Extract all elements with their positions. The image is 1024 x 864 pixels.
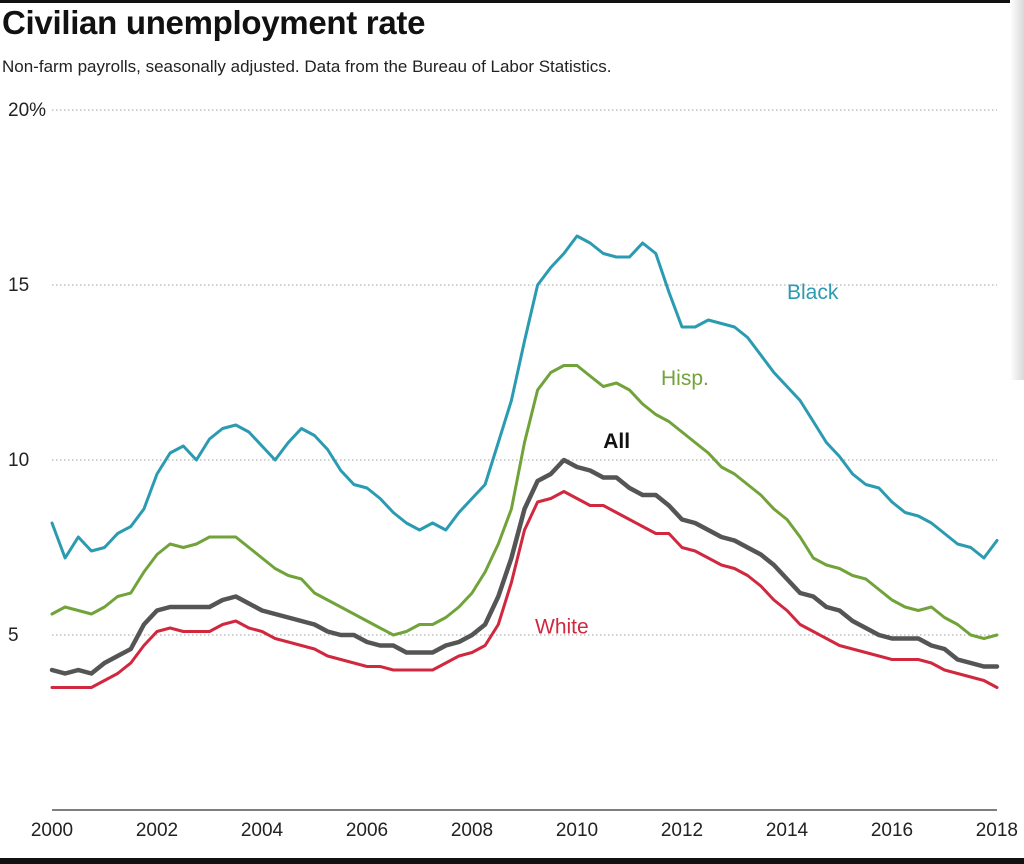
x-tick-label: 2002: [136, 820, 178, 841]
series-label-all: All: [603, 430, 630, 453]
x-tick-label: 2000: [31, 820, 73, 841]
series-line-hisp: [50, 364, 999, 640]
chart-title: Civilian unemployment rate: [2, 4, 426, 41]
top-rule: [0, 0, 1024, 3]
x-tick-label: 2010: [556, 820, 598, 841]
x-tick-label: 2004: [241, 820, 284, 841]
right-edge-shadow: [1010, 0, 1024, 380]
x-tick-label: 2016: [871, 820, 913, 841]
series-label-hisp: Hisp.: [661, 367, 709, 390]
x-tick-label: 2014: [766, 820, 809, 841]
y-tick-label: 10: [8, 450, 29, 471]
y-tick-label: 15: [8, 275, 29, 296]
x-tick-label: 2018: [976, 820, 1018, 841]
x-tick-label: 2012: [661, 820, 703, 841]
series-line-all: [49, 457, 1000, 676]
x-tick-label: 2008: [451, 820, 493, 841]
series-label-white: White: [535, 616, 589, 639]
x-tick-label: 2006: [346, 820, 388, 841]
y-tick-label: 5: [8, 625, 19, 646]
series-line-black: [50, 234, 999, 560]
bottom-edge: [0, 858, 1024, 864]
series-line-white: [50, 490, 999, 689]
chart-subtitle: Non-farm payrolls, seasonally adjusted. …: [2, 57, 612, 76]
series-label-black: Black: [787, 281, 839, 304]
y-tick-label: 20%: [8, 100, 46, 121]
